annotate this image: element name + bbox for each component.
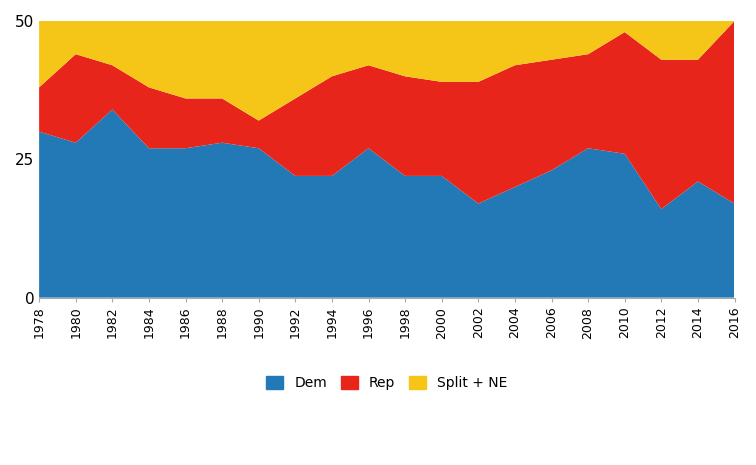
Legend: Dem, Rep, Split + NE: Dem, Rep, Split + NE <box>261 371 513 396</box>
